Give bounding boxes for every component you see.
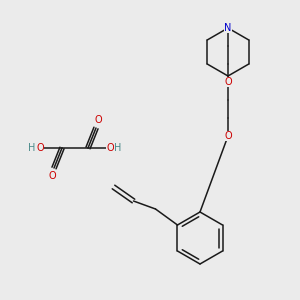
Text: O: O — [94, 115, 102, 125]
Text: O: O — [224, 77, 232, 87]
Text: O: O — [36, 143, 44, 153]
Text: H: H — [28, 143, 36, 153]
Text: O: O — [106, 143, 114, 153]
Text: N: N — [224, 23, 232, 33]
Text: O: O — [48, 171, 56, 181]
Text: H: H — [114, 143, 122, 153]
Text: O: O — [224, 131, 232, 141]
